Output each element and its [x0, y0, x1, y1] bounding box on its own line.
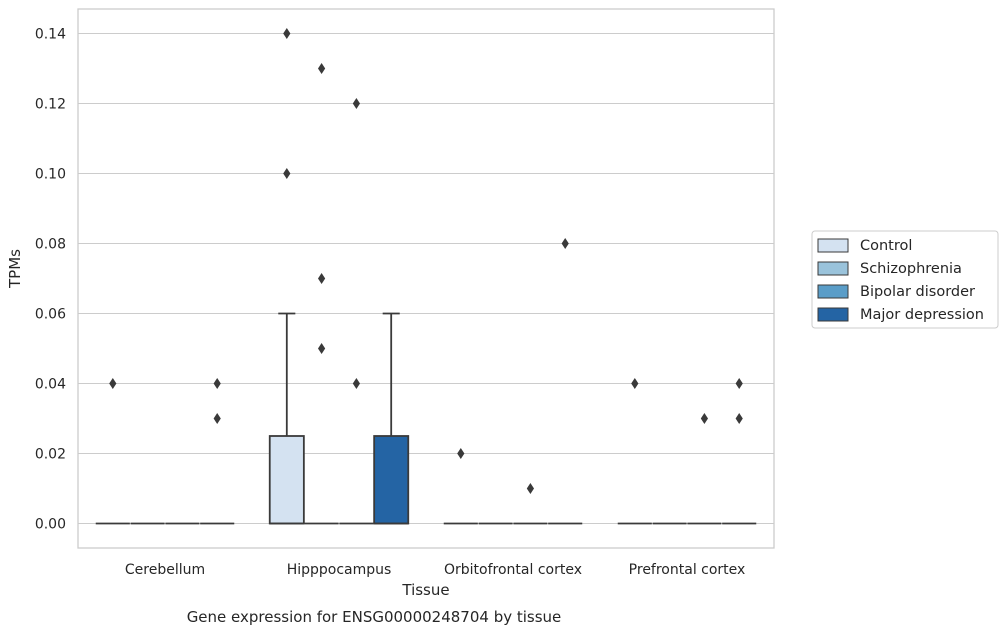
y-tick-label: 0.04: [35, 377, 66, 393]
legend-frame: [811, 230, 999, 329]
flier-point: [700, 413, 708, 424]
legend-label: Control: [860, 238, 912, 254]
y-tick-label: 0.02: [35, 447, 66, 463]
flier-point: [352, 378, 360, 389]
legend-swatch: [817, 284, 849, 299]
y-tick-label: 0.06: [35, 307, 66, 323]
flier-point: [457, 448, 465, 459]
y-tick-label: 0.12: [35, 97, 66, 113]
flier-point: [631, 378, 639, 389]
legend-label: Major depression: [860, 307, 984, 323]
flier-point: [109, 378, 117, 389]
chart-caption: Gene expression for ENSG00000248704 by t…: [187, 608, 562, 626]
x-tick-label: Cerebellum: [125, 562, 205, 578]
flier-point: [318, 343, 326, 354]
y-tick-label: 0.00: [35, 517, 66, 533]
grid-lines: [78, 32, 774, 525]
plot-frame: [77, 8, 775, 549]
y-axis-ticks: 0.00 0.02 0.04 0.06 0.08 0.10 0.12 0.14: [35, 27, 66, 533]
x-tick-label: Hipppocampus: [287, 562, 392, 578]
legend-swatch: [817, 238, 849, 253]
y-axis-label: TPMs: [6, 249, 24, 289]
y-tick-label: 0.14: [35, 27, 66, 43]
x-axis-ticks: Cerebellum Hipppocampus Orbitofrontal cort…: [125, 562, 745, 578]
flier-point: [735, 413, 743, 424]
box-body: [268, 435, 305, 525]
flier-point: [735, 378, 743, 389]
flier-point: [352, 98, 360, 109]
flier-point: [318, 273, 326, 284]
legend-swatch: [817, 307, 849, 322]
flier-point: [318, 63, 326, 74]
flier-point: [561, 238, 569, 249]
x-tick-label: Orbitofrontal cortex: [444, 562, 582, 578]
y-tick-label: 0.10: [35, 167, 66, 183]
box-major-depression: [373, 312, 410, 525]
flier-point: [213, 378, 221, 389]
flier-point: [283, 168, 291, 179]
fliers: [109, 28, 743, 494]
y-tick-label: 0.08: [35, 237, 66, 253]
legend-swatch: [817, 261, 849, 276]
legend: Control Schizophrenia Bipolar disorder Majo…: [811, 230, 999, 329]
box-control: [268, 312, 305, 525]
legend-label: Bipolar disorder: [860, 284, 975, 300]
box-body: [373, 435, 410, 525]
flier-point: [213, 413, 221, 424]
x-tick-label: Prefrontal cortex: [629, 562, 746, 578]
x-axis-label: Tissue: [401, 581, 449, 599]
legend-label: Schizophrenia: [860, 261, 962, 277]
flier-point: [283, 28, 291, 39]
flier-point: [526, 483, 534, 494]
boxes: [95, 312, 757, 525]
